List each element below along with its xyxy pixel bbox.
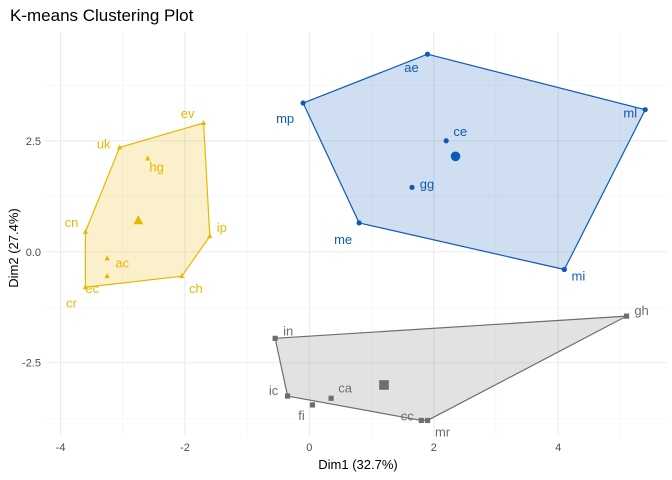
- chart-title: K-means Clustering Plot: [10, 6, 194, 25]
- data-point: [623, 313, 630, 319]
- data-point: [145, 155, 151, 161]
- x-tick-label: 2: [431, 442, 437, 454]
- data-point: [328, 395, 334, 401]
- point-label: gg: [420, 176, 434, 191]
- data-point: [642, 107, 648, 113]
- data-point: [82, 284, 89, 290]
- data-point: [104, 273, 110, 279]
- point-label: ml: [623, 106, 637, 121]
- y-tick-label: -2.5: [22, 358, 41, 370]
- point-label: uk: [97, 136, 111, 151]
- y-tick-label: 0.0: [26, 247, 41, 259]
- point-label: ev: [181, 106, 195, 121]
- point-label: ch: [189, 281, 203, 296]
- cluster-centroid: [450, 151, 461, 162]
- tick-labels: -4 -2 0 2 4 -2.5 0.0 2.5: [22, 136, 561, 454]
- cluster-hull: [274, 315, 628, 422]
- point-label: cr: [66, 295, 78, 310]
- point-label: ca: [338, 380, 353, 395]
- x-tick-label: -2: [180, 442, 190, 454]
- point-label: me: [334, 232, 352, 247]
- data-point: [272, 335, 278, 341]
- point-label: cc: [401, 408, 415, 423]
- point-label: mp: [276, 111, 294, 126]
- data-point: [284, 393, 291, 399]
- point-label: in: [283, 323, 293, 338]
- y-axis-title: Dim2 (27.4%): [6, 208, 21, 287]
- y-tick-label: 2.5: [26, 136, 41, 148]
- cluster-hull: [302, 53, 646, 271]
- cluster-2: ae mp ml ce gg me mi: [276, 51, 648, 284]
- x-tick-label: -4: [56, 442, 66, 454]
- x-axis-title: Dim1 (32.7%): [318, 457, 397, 472]
- point-label: ip: [217, 220, 227, 235]
- data-point: [300, 100, 306, 106]
- cluster-centroid: [379, 380, 389, 390]
- point-label: fi: [298, 408, 305, 423]
- x-tick-label: 0: [306, 442, 312, 454]
- point-label: ce: [453, 124, 467, 139]
- point-label: mr: [435, 424, 451, 439]
- data-point: [104, 255, 110, 261]
- point-label: ac: [115, 255, 129, 270]
- point-label: mi: [572, 269, 586, 284]
- point-label: ic: [269, 383, 279, 398]
- data-point: [424, 51, 431, 57]
- data-point: [82, 228, 89, 234]
- data-point: [179, 273, 185, 279]
- data-point: [117, 144, 123, 150]
- data-point: [418, 417, 424, 424]
- point-label: cn: [65, 215, 79, 230]
- cluster-3: in gh ca ic fi cc mr: [269, 303, 649, 439]
- point-label: gh: [634, 303, 648, 318]
- data-point: [561, 266, 567, 273]
- point-label: ae: [404, 60, 418, 75]
- data-point: [356, 220, 362, 226]
- data-point: [424, 417, 431, 424]
- point-label: hg: [149, 160, 163, 175]
- data-point: [309, 402, 316, 408]
- data-point: [443, 138, 449, 144]
- grid: [45, 32, 667, 436]
- data-point: [207, 233, 213, 239]
- cluster-centroid: [133, 215, 144, 225]
- data-point: [409, 184, 415, 190]
- point-label: ec: [85, 281, 99, 296]
- x-tick-label: 4: [555, 442, 561, 454]
- data-point: [201, 120, 207, 125]
